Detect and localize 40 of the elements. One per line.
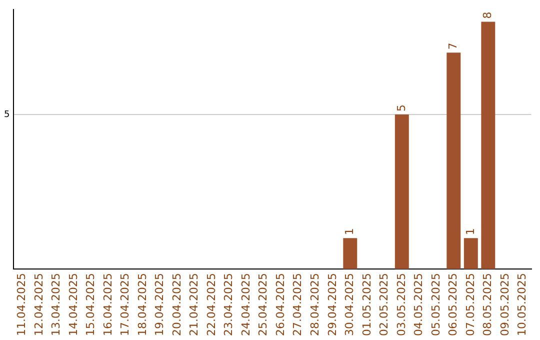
x-tick-label: 07.05.2025 (464, 273, 477, 336)
x-tick-label: 09.05.2025 (498, 273, 512, 336)
x-tick-label: 17.04.2025 (118, 273, 132, 336)
x-tick-label: 15.04.2025 (84, 273, 98, 336)
x-tick-label: 20.04.2025 (170, 273, 184, 336)
x-tick-label: 30.04.2025 (343, 273, 356, 336)
x-tick-label: 22.04.2025 (204, 273, 218, 336)
x-tick-label: 03.05.2025 (394, 273, 408, 336)
x-tick-label: 02.05.2025 (378, 273, 391, 336)
x-tick-label: 06.05.2025 (446, 273, 460, 336)
x-tick-label: 24.04.2025 (239, 273, 252, 336)
x-tick-label: 27.04.2025 (291, 273, 304, 336)
x-tick-label: 23.04.2025 (222, 273, 236, 336)
data-label: 1 (343, 228, 356, 236)
data-label: 7 (446, 42, 460, 50)
x-tick-label: 29.04.2025 (326, 273, 339, 336)
x-tick-label: 21.04.2025 (188, 273, 201, 336)
x-tick-label: 28.04.2025 (308, 273, 322, 336)
bar (481, 22, 496, 270)
x-tick-label: 10.05.2025 (516, 273, 529, 336)
bar (394, 114, 409, 270)
data-label: 5 (394, 104, 408, 112)
data-label: 1 (464, 228, 477, 236)
x-tick-label: 18.04.2025 (136, 273, 149, 336)
x-tick-label: 26.04.2025 (274, 273, 287, 336)
x-tick-label: 13.04.2025 (50, 273, 63, 336)
x-tick-label: 04.05.2025 (412, 273, 426, 336)
x-tick-label: 01.05.2025 (360, 273, 374, 336)
x-tick-label: 25.04.2025 (256, 273, 270, 336)
bar (446, 52, 461, 270)
data-label: 8 (481, 12, 494, 19)
x-tick-label: 19.04.2025 (153, 273, 166, 336)
x-tick-label: 12.04.2025 (32, 273, 46, 336)
bar (464, 238, 478, 270)
x-tick-label: 08.05.2025 (481, 273, 494, 336)
x-tick-label: 11.04.2025 (15, 273, 28, 336)
x-tick-label: 16.04.2025 (101, 273, 114, 336)
x-tick-label: 05.05.2025 (429, 273, 442, 336)
x-tick-label: 14.04.2025 (66, 273, 80, 336)
bar (343, 238, 358, 270)
